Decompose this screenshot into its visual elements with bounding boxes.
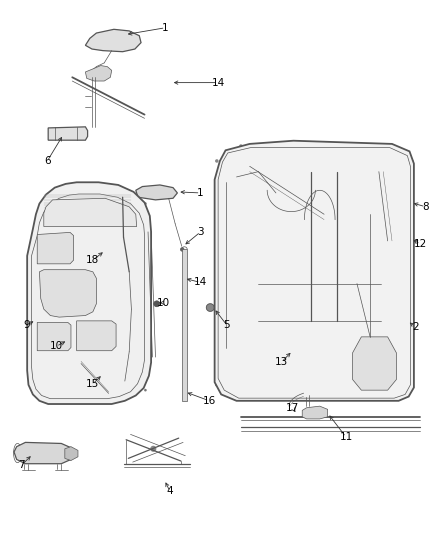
Ellipse shape: [357, 144, 360, 148]
Ellipse shape: [144, 325, 147, 327]
Ellipse shape: [318, 410, 322, 415]
Ellipse shape: [298, 398, 301, 401]
Ellipse shape: [327, 144, 331, 148]
Ellipse shape: [268, 398, 272, 401]
Ellipse shape: [410, 309, 413, 312]
Text: 13: 13: [275, 358, 288, 367]
Ellipse shape: [144, 203, 147, 205]
Ellipse shape: [327, 398, 331, 401]
Text: 1: 1: [197, 188, 204, 198]
Ellipse shape: [81, 131, 86, 136]
Ellipse shape: [144, 212, 147, 214]
Ellipse shape: [154, 301, 160, 307]
Ellipse shape: [144, 341, 147, 343]
Ellipse shape: [298, 144, 301, 148]
Ellipse shape: [144, 236, 147, 238]
Ellipse shape: [215, 351, 219, 354]
Ellipse shape: [215, 287, 219, 290]
Ellipse shape: [144, 375, 147, 377]
Ellipse shape: [144, 277, 147, 279]
Polygon shape: [27, 182, 151, 404]
Ellipse shape: [138, 189, 145, 197]
Polygon shape: [353, 337, 396, 390]
Ellipse shape: [357, 398, 360, 401]
Ellipse shape: [410, 383, 413, 386]
Ellipse shape: [144, 292, 147, 294]
Ellipse shape: [410, 358, 413, 362]
Ellipse shape: [150, 446, 156, 452]
Polygon shape: [37, 232, 74, 264]
Polygon shape: [215, 141, 414, 401]
Ellipse shape: [206, 303, 215, 312]
Text: 3: 3: [197, 227, 204, 237]
Text: 4: 4: [166, 487, 173, 496]
Ellipse shape: [215, 159, 219, 163]
Text: 1: 1: [162, 23, 169, 33]
Polygon shape: [182, 249, 187, 401]
Text: 14: 14: [212, 78, 225, 87]
Ellipse shape: [215, 223, 219, 227]
Polygon shape: [39, 270, 96, 317]
Ellipse shape: [239, 398, 243, 401]
Text: 6: 6: [44, 156, 51, 166]
Ellipse shape: [144, 248, 147, 251]
Ellipse shape: [215, 191, 219, 195]
Ellipse shape: [215, 255, 219, 259]
Text: 10: 10: [156, 298, 170, 308]
Ellipse shape: [410, 234, 413, 237]
Ellipse shape: [144, 263, 147, 265]
Ellipse shape: [386, 144, 389, 148]
Polygon shape: [302, 406, 328, 419]
Ellipse shape: [215, 383, 219, 386]
Ellipse shape: [386, 398, 389, 401]
Ellipse shape: [144, 309, 147, 311]
Polygon shape: [65, 447, 78, 461]
Polygon shape: [85, 66, 112, 81]
Text: 9: 9: [24, 320, 31, 330]
Ellipse shape: [180, 247, 184, 252]
Ellipse shape: [239, 144, 243, 148]
Polygon shape: [136, 185, 177, 200]
Polygon shape: [77, 321, 116, 351]
Text: 2: 2: [412, 322, 419, 332]
Text: 11: 11: [339, 432, 353, 442]
Text: 17: 17: [286, 403, 299, 413]
Polygon shape: [48, 127, 88, 140]
Ellipse shape: [144, 389, 147, 391]
Text: 15: 15: [86, 379, 99, 389]
Text: 12: 12: [414, 239, 427, 249]
Polygon shape: [37, 322, 71, 351]
Text: 16: 16: [203, 396, 216, 406]
Polygon shape: [44, 198, 137, 227]
Ellipse shape: [268, 144, 272, 148]
Ellipse shape: [65, 131, 71, 136]
Ellipse shape: [144, 357, 147, 359]
Ellipse shape: [410, 159, 413, 163]
Ellipse shape: [49, 131, 54, 136]
Text: 7: 7: [18, 460, 25, 470]
Ellipse shape: [144, 224, 147, 226]
Text: 18: 18: [86, 255, 99, 265]
Text: 8: 8: [422, 202, 429, 212]
Polygon shape: [85, 29, 141, 52]
Ellipse shape: [410, 333, 413, 337]
Polygon shape: [14, 442, 74, 464]
Ellipse shape: [410, 284, 413, 287]
Text: 10: 10: [49, 342, 63, 351]
Ellipse shape: [410, 209, 413, 213]
Ellipse shape: [410, 259, 413, 262]
Ellipse shape: [215, 319, 219, 322]
Text: 5: 5: [223, 320, 230, 330]
Ellipse shape: [410, 184, 413, 188]
Text: 14: 14: [194, 278, 207, 287]
Ellipse shape: [309, 410, 313, 415]
